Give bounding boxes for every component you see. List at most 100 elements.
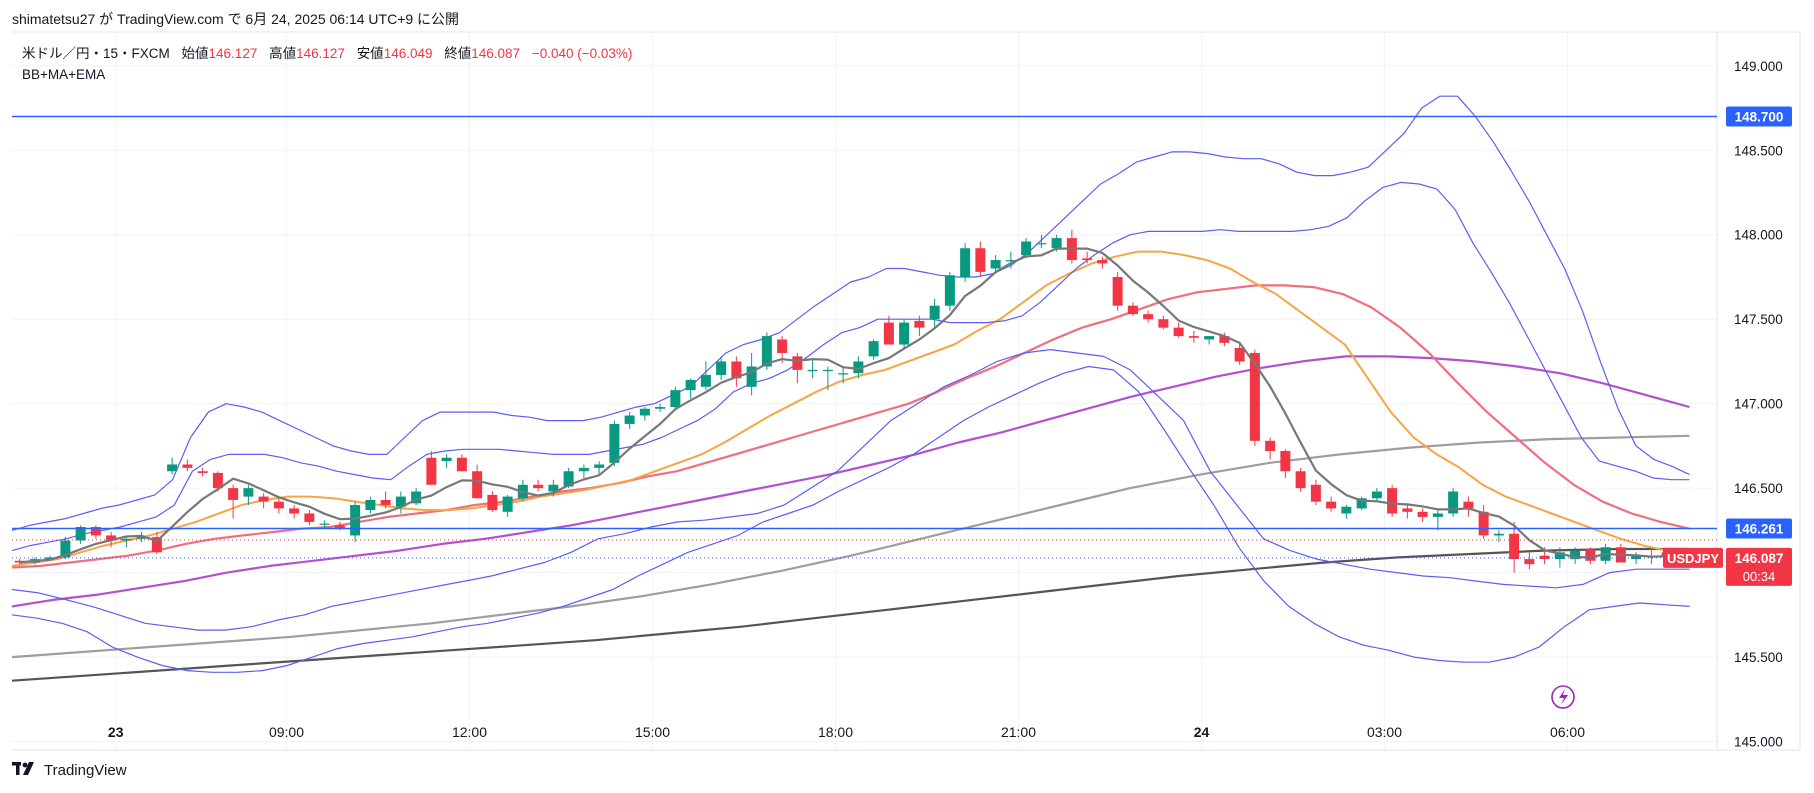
candle-body xyxy=(761,336,772,367)
price-tick-label: 145.500 xyxy=(1734,650,1783,665)
candle-body xyxy=(1219,336,1230,343)
ema-orange-line xyxy=(11,250,1690,567)
candle-body xyxy=(1188,336,1199,338)
candle-body xyxy=(319,523,330,525)
candle-body xyxy=(197,471,208,473)
candle-body xyxy=(746,366,757,387)
candle-body xyxy=(395,496,406,507)
candle-body xyxy=(807,369,818,372)
candle-body xyxy=(350,505,361,536)
candle-body xyxy=(777,339,788,353)
candle-body xyxy=(838,373,849,375)
candle-body xyxy=(1082,258,1093,261)
time-tick-label: 03:00 xyxy=(1367,724,1402,740)
candle-body xyxy=(578,467,589,472)
candle-body xyxy=(700,374,711,387)
candle-body xyxy=(716,361,727,375)
legend-symbol: 米ドル／円・15・FXCM xyxy=(22,46,170,61)
candle-body xyxy=(60,540,71,558)
candle-body xyxy=(1432,513,1443,517)
candle-body xyxy=(1371,491,1382,499)
candle-body xyxy=(106,535,117,541)
candle-body xyxy=(1570,550,1581,560)
time-tick-label: 09:00 xyxy=(269,724,304,740)
candle-body xyxy=(258,496,269,502)
candle-body xyxy=(411,491,422,504)
candle-body xyxy=(1448,491,1459,514)
ma-dark-line xyxy=(11,547,1690,682)
candle-body xyxy=(151,537,162,553)
candle-body xyxy=(1585,548,1596,561)
candle-body xyxy=(1295,471,1306,489)
tradingview-logo-icon[interactable] xyxy=(12,762,38,779)
ma-gray-line xyxy=(11,434,1690,659)
candle-body xyxy=(1097,260,1108,264)
brand-name: TradingView xyxy=(44,762,127,779)
candle-body xyxy=(1280,450,1291,472)
price-tick-label: 148.500 xyxy=(1734,143,1783,158)
candle-body xyxy=(548,484,559,492)
footer: TradingView xyxy=(12,762,127,779)
candle-body xyxy=(212,472,223,489)
candle-body xyxy=(1234,347,1245,362)
candle-body xyxy=(380,499,391,506)
candle-body xyxy=(792,356,803,370)
legend: 米ドル／円・15・FXCM 始値146.127 高値146.127 安値146.… xyxy=(22,45,632,82)
horizontal-line-label: 148.700 xyxy=(1735,109,1784,124)
time-tick-label: 24 xyxy=(1194,724,1210,740)
candle-body xyxy=(609,423,620,463)
change-value: −0.040 (−0.03%) xyxy=(532,46,633,61)
current-price-tag xyxy=(1726,547,1792,586)
price-tick-label: 148.000 xyxy=(1734,228,1783,243)
sma-short-line xyxy=(19,247,1667,564)
candle-body xyxy=(883,322,894,345)
time-axis: 23 09:00 12:00 15:00 18:00 21:00 24 03:00 06:00 xyxy=(108,724,1585,740)
candle-body xyxy=(929,305,940,320)
candle-body xyxy=(136,537,147,539)
candle-body xyxy=(639,408,650,416)
high-label: 高値 xyxy=(269,45,296,61)
candle-body xyxy=(182,464,193,468)
indicator-label[interactable]: BB+MA+EMA xyxy=(22,67,105,82)
time-tick-label: 06:00 xyxy=(1550,724,1585,740)
time-tick-label: 21:00 xyxy=(1001,724,1036,740)
publish-info: shimatetsu27 が TradingView.com で 6月 24, … xyxy=(12,11,460,27)
price-chart[interactable]: 149.000 148.500 148.000 147.500 147.000 146.5… xyxy=(0,0,1814,760)
horizontal-line-tag xyxy=(1726,106,1792,127)
candle-body xyxy=(243,488,254,497)
open-value: 146.127 xyxy=(209,46,258,61)
countdown-label: 00:34 xyxy=(1743,569,1776,584)
candle-body xyxy=(472,471,483,499)
candle-body xyxy=(1310,484,1321,502)
candle-body xyxy=(1493,533,1504,536)
time-tick-label: 18:00 xyxy=(818,724,853,740)
candle-body xyxy=(1478,511,1489,536)
candle-body xyxy=(289,508,300,514)
symbol-tag xyxy=(1663,547,1723,568)
price-tick-label: 145.000 xyxy=(1734,735,1783,750)
candle-body xyxy=(594,464,605,468)
candle-body xyxy=(1539,555,1550,560)
low-label: 安値 xyxy=(357,46,384,61)
candle-body xyxy=(1158,319,1169,328)
candle-body xyxy=(1463,501,1474,509)
close-label: 終値 xyxy=(444,46,471,61)
candle-body xyxy=(1524,559,1535,565)
replay-icon[interactable] xyxy=(1551,685,1575,709)
indicators xyxy=(11,95,1690,682)
candle-body xyxy=(944,275,955,306)
candle-body xyxy=(1554,552,1565,560)
time-tick-label: 23 xyxy=(108,724,124,740)
last-price: USDJPY 146.087 00:34 xyxy=(12,539,1792,586)
candle-body xyxy=(487,494,498,511)
horizontal-line-label: 146.261 xyxy=(1735,522,1784,537)
candle-body xyxy=(960,248,971,277)
candle-body xyxy=(685,380,696,391)
candle-body xyxy=(1265,440,1276,451)
candle-body xyxy=(1356,498,1367,509)
high-value: 146.127 xyxy=(296,46,345,61)
bb-inner-upper-line xyxy=(11,181,1690,552)
bb-inner-lower-line xyxy=(11,349,1690,631)
candle-body xyxy=(563,471,574,487)
candle-body xyxy=(502,496,513,512)
